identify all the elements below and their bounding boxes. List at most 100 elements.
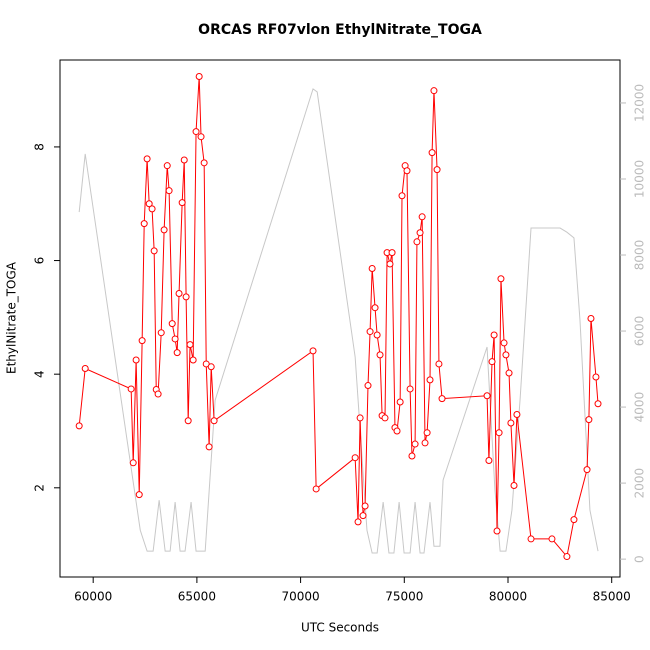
- point: [207, 363, 215, 371]
- x-tick-label: 80000: [489, 590, 527, 604]
- point: [359, 512, 367, 520]
- point: [485, 457, 493, 465]
- point: [438, 395, 446, 403]
- point: [173, 349, 181, 357]
- point: [178, 199, 186, 207]
- point: [502, 351, 510, 359]
- point: [418, 213, 426, 221]
- point: [381, 414, 389, 422]
- point: [309, 347, 317, 355]
- x-tick-label: 65000: [178, 590, 216, 604]
- point: [421, 439, 429, 447]
- y-tick-label: 6: [33, 257, 47, 265]
- x-tick-label: 70000: [281, 590, 319, 604]
- point: [157, 329, 165, 337]
- series-line: [78, 76, 599, 558]
- point: [423, 429, 431, 437]
- point: [184, 417, 192, 425]
- point: [413, 238, 421, 246]
- y2-tick-label: 4000: [633, 392, 647, 423]
- point: [488, 358, 496, 366]
- point: [490, 331, 498, 339]
- point: [570, 516, 578, 524]
- y-tick-label: 4: [33, 370, 47, 378]
- point: [351, 454, 359, 462]
- point: [371, 304, 379, 312]
- point: [75, 422, 83, 430]
- point: [393, 427, 401, 435]
- point: [388, 249, 396, 257]
- point: [192, 128, 200, 136]
- point: [138, 337, 146, 345]
- point: [507, 419, 515, 427]
- point: [154, 390, 162, 398]
- point: [408, 452, 416, 460]
- y-tick-label: 2: [33, 484, 47, 492]
- y2-tick-label: 8000: [633, 240, 647, 271]
- point: [364, 382, 372, 390]
- point: [505, 369, 513, 377]
- y2-tick-label: 6000: [633, 316, 647, 347]
- point: [368, 265, 376, 273]
- point: [129, 459, 137, 467]
- point: [186, 341, 194, 349]
- point: [527, 535, 535, 543]
- point: [430, 87, 438, 95]
- point: [165, 187, 173, 195]
- point: [373, 331, 381, 339]
- point: [435, 360, 443, 368]
- point: [366, 328, 374, 336]
- point: [510, 482, 518, 490]
- point: [356, 414, 364, 422]
- point: [548, 535, 556, 543]
- point: [386, 260, 394, 268]
- point: [135, 491, 143, 499]
- point: [433, 166, 441, 174]
- point: [354, 518, 362, 526]
- point: [182, 293, 190, 301]
- point: [180, 156, 188, 164]
- point: [197, 133, 205, 141]
- point: [143, 155, 151, 163]
- y2-tick-label: 2000: [633, 468, 647, 499]
- point: [585, 416, 593, 424]
- y-tick-label: 8: [33, 143, 47, 151]
- point: [205, 443, 213, 451]
- point: [127, 385, 135, 393]
- point: [426, 376, 434, 384]
- point: [150, 247, 158, 255]
- point: [563, 553, 571, 561]
- y2-tick-label: 12000: [633, 84, 647, 122]
- point: [416, 229, 424, 237]
- chart-title: ORCAS RF07vlon EthylNitrate_TOGA: [198, 22, 482, 38]
- x-tick-label: 60000: [74, 590, 112, 604]
- point: [495, 429, 503, 437]
- point: [493, 527, 501, 535]
- x-tick-label: 75000: [385, 590, 423, 604]
- point: [200, 159, 208, 167]
- point: [483, 392, 491, 400]
- point: [592, 373, 600, 381]
- point: [168, 320, 176, 328]
- point: [189, 356, 197, 364]
- point: [171, 335, 179, 343]
- point: [587, 315, 595, 322]
- y2-tick-label: 0: [633, 555, 647, 563]
- point: [210, 417, 218, 425]
- point: [583, 466, 591, 474]
- point: [148, 205, 156, 213]
- point: [411, 440, 419, 448]
- plot-frame: [59, 59, 621, 578]
- point: [513, 411, 521, 419]
- point: [160, 226, 168, 234]
- point: [376, 351, 384, 359]
- x-tick-label: 85000: [593, 590, 631, 604]
- point: [175, 290, 183, 298]
- y-axis-label: EthylNitrate_TOGA: [5, 261, 19, 374]
- point: [398, 192, 406, 200]
- x-axis-label: UTC Seconds: [301, 621, 379, 635]
- point: [145, 200, 153, 208]
